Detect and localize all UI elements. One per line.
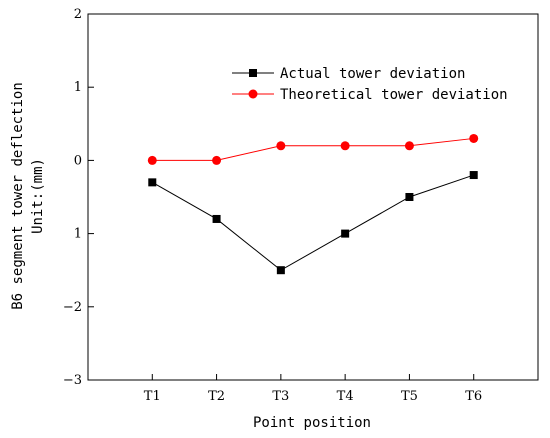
y-tick-label: 1 [74,227,82,242]
y-axis-unit: Unit:(mm) [30,158,46,234]
y-tick-label: 0 [74,153,82,168]
x-axis: T1 T2 T3 T4 T5 T6 [144,374,482,404]
x-tick-label: T5 [401,389,418,404]
x-tick-label: T4 [337,389,354,404]
x-tick-label: T6 [465,389,482,404]
legend-label: Actual tower deviation [280,66,465,82]
data-point [276,141,286,151]
y-axis: −3 −2 1 0 1 2 [63,7,94,388]
data-point [405,193,414,201]
x-tick-label: T1 [144,389,161,404]
y-tick-label: −3 [63,373,82,388]
plot-frame [87,13,539,381]
y-tick-label: −2 [63,300,82,315]
y-tick-label: 1 [74,80,82,95]
data-point [340,141,350,151]
x-axis-title: Point position [253,415,371,431]
data-point [212,214,221,223]
series-layer [147,133,479,275]
legend-label: Theoretical tower deviation [280,87,508,103]
data-point [404,141,414,151]
series-line [152,137,474,161]
data-point [341,229,350,238]
data-point [147,155,157,165]
y-axis-title: B6 segment tower deflection [10,82,26,310]
data-point [148,178,157,187]
x-tick-label: T2 [208,389,225,404]
legend-marker [249,69,257,77]
data-point [276,266,285,275]
legend-marker [248,89,258,99]
series-line [152,174,474,271]
data-point [212,155,222,165]
data-point [469,133,479,143]
y-tick-label: 2 [74,7,82,22]
legend: Actual tower deviation Theoretical tower … [232,66,508,103]
x-tick-label: T3 [272,389,289,404]
data-point [469,171,478,180]
